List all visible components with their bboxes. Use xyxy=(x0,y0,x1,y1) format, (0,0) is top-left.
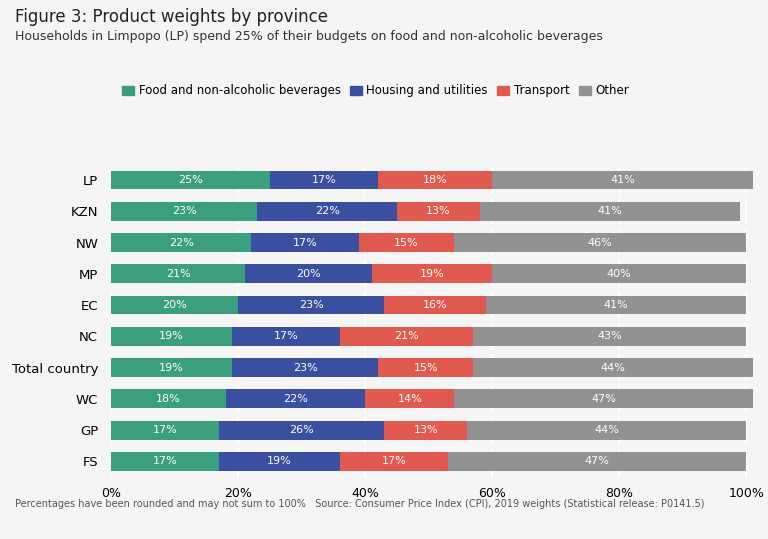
Bar xyxy=(257,202,397,220)
Text: 21%: 21% xyxy=(394,331,419,341)
Text: 21%: 21% xyxy=(166,269,190,279)
Bar xyxy=(111,390,226,408)
Text: 43%: 43% xyxy=(598,331,622,341)
Bar xyxy=(384,421,467,439)
Text: 16%: 16% xyxy=(423,300,448,310)
Text: 23%: 23% xyxy=(172,206,197,216)
Text: 23%: 23% xyxy=(293,363,317,372)
Bar xyxy=(220,421,384,439)
Bar xyxy=(245,265,372,283)
Bar xyxy=(111,327,232,345)
Bar xyxy=(372,265,492,283)
Text: 17%: 17% xyxy=(293,238,317,247)
Text: 19%: 19% xyxy=(267,457,292,466)
Legend: Food and non-alcoholic beverages, Housing and utilities, Transport, Other: Food and non-alcoholic beverages, Housin… xyxy=(118,80,634,102)
Text: 17%: 17% xyxy=(153,457,177,466)
Bar xyxy=(232,358,378,377)
Text: 22%: 22% xyxy=(283,394,308,404)
Bar xyxy=(473,358,753,377)
Bar xyxy=(111,265,245,283)
Bar xyxy=(378,171,492,189)
Text: Figure 3: Product weights by province: Figure 3: Product weights by province xyxy=(15,8,329,26)
Text: 44%: 44% xyxy=(601,363,625,372)
Text: 19%: 19% xyxy=(419,269,445,279)
Bar xyxy=(378,358,473,377)
Text: 41%: 41% xyxy=(604,300,628,310)
Bar xyxy=(111,202,257,220)
Bar xyxy=(366,390,454,408)
Text: 17%: 17% xyxy=(382,457,406,466)
Bar xyxy=(220,452,340,471)
Bar xyxy=(359,233,454,252)
Text: 15%: 15% xyxy=(413,363,438,372)
Text: 44%: 44% xyxy=(594,425,619,435)
Bar xyxy=(473,327,746,345)
Bar xyxy=(384,296,486,314)
Bar xyxy=(454,233,746,252)
Text: 17%: 17% xyxy=(153,425,177,435)
Text: 17%: 17% xyxy=(312,175,336,185)
Bar xyxy=(111,233,251,252)
Bar xyxy=(270,171,378,189)
Bar xyxy=(467,421,746,439)
Text: 13%: 13% xyxy=(426,206,451,216)
Text: Percentages have been rounded and may not sum to 100%   Source: Consumer Price I: Percentages have been rounded and may no… xyxy=(15,499,705,509)
Text: 25%: 25% xyxy=(178,175,203,185)
Bar xyxy=(486,296,746,314)
Bar xyxy=(340,452,448,471)
Text: 41%: 41% xyxy=(610,175,635,185)
Text: 20%: 20% xyxy=(296,269,320,279)
Text: 13%: 13% xyxy=(413,425,438,435)
Bar xyxy=(111,358,232,377)
Bar xyxy=(232,327,340,345)
Text: 22%: 22% xyxy=(169,238,194,247)
Text: 19%: 19% xyxy=(159,331,184,341)
Text: 18%: 18% xyxy=(423,175,448,185)
Text: 18%: 18% xyxy=(156,394,181,404)
Text: 41%: 41% xyxy=(598,206,622,216)
Text: 46%: 46% xyxy=(588,238,613,247)
Text: 19%: 19% xyxy=(159,363,184,372)
Bar xyxy=(226,390,366,408)
Bar xyxy=(448,452,746,471)
Text: 40%: 40% xyxy=(607,269,631,279)
Text: Households in Limpopo (LP) spend 25% of their budgets on food and non-alcoholic : Households in Limpopo (LP) spend 25% of … xyxy=(15,30,603,43)
Text: 47%: 47% xyxy=(584,457,610,466)
Text: 20%: 20% xyxy=(163,300,187,310)
Bar xyxy=(251,233,359,252)
Bar xyxy=(492,265,746,283)
Bar xyxy=(492,171,753,189)
Text: 47%: 47% xyxy=(591,394,616,404)
Bar xyxy=(111,421,220,439)
Text: 15%: 15% xyxy=(394,238,419,247)
Text: 22%: 22% xyxy=(315,206,339,216)
Bar xyxy=(111,171,270,189)
Bar xyxy=(238,296,384,314)
Text: 14%: 14% xyxy=(397,394,422,404)
Bar xyxy=(480,202,740,220)
Bar xyxy=(454,390,753,408)
Bar xyxy=(111,452,220,471)
Text: 23%: 23% xyxy=(299,300,324,310)
Bar xyxy=(397,202,480,220)
Bar xyxy=(340,327,473,345)
Text: 26%: 26% xyxy=(290,425,314,435)
Text: 17%: 17% xyxy=(273,331,298,341)
Bar xyxy=(111,296,238,314)
